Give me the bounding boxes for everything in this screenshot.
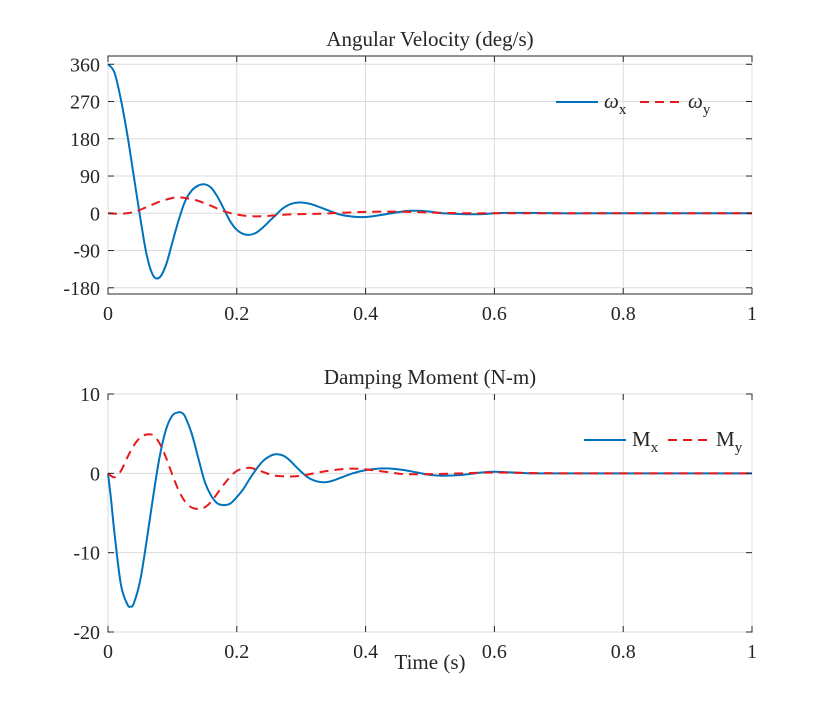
damping-moment-axes-box xyxy=(107,393,753,633)
angular-velocity-xtick-label: 0.2 xyxy=(224,303,249,325)
damping-moment-xtick-label: 0.6 xyxy=(482,641,507,663)
angular-velocity-ytick-label: 360 xyxy=(70,54,100,76)
damping-moment-ytick-label: 10 xyxy=(80,384,100,406)
angular-velocity-ytick-label: -90 xyxy=(73,241,100,263)
damping-moment-xtick-label: 0 xyxy=(103,641,113,663)
damping-moment-xtick-label: 1 xyxy=(747,641,757,663)
damping-moment-plot: 0 0.2 0.4 0.6 0.8 1 -20 -10 0 10 Damping Moment (… xyxy=(73,365,757,674)
angular-velocity-series-y-line xyxy=(107,196,752,218)
angular-velocity-ytick-label: 180 xyxy=(70,129,100,151)
angular-velocity-ytick-label: 90 xyxy=(80,166,100,188)
angular-velocity-ytick-label: -180 xyxy=(63,278,100,300)
damping-moment-ytick-label: -10 xyxy=(73,543,100,565)
angular-velocity-xtick-label: 0 xyxy=(103,303,113,325)
damping-moment-ytick-label: -20 xyxy=(73,622,100,644)
damping-moment-xtick-label: 0.2 xyxy=(224,641,249,663)
angular-velocity-title: Angular Velocity (deg/s) xyxy=(326,27,533,51)
angular-velocity-xtick-label: 1 xyxy=(747,303,757,325)
angular-velocity-xtick-label: 0.4 xyxy=(353,303,378,325)
angular-velocity-xtick-label: 0.8 xyxy=(611,303,636,325)
damping-moment-xtick-label: 0.4 xyxy=(353,641,378,663)
damping-moment-title: Damping Moment (N-m) xyxy=(324,365,536,389)
angular-velocity-ytick-label: 270 xyxy=(70,92,100,114)
angular-velocity-ytick-label: 0 xyxy=(90,203,100,225)
damping-moment-xtick-label: 0.8 xyxy=(611,641,636,663)
angular-velocity-plot: 0 0.2 0.4 0.6 0.8 1 -180 -90 0 90 180 270 360 Angula… xyxy=(63,27,757,325)
damping-moment-ytick-label: 0 xyxy=(90,463,100,485)
x-axis-label: Time (s) xyxy=(395,650,466,674)
angular-velocity-axes-box xyxy=(107,55,753,295)
angular-velocity-xtick-label: 0.6 xyxy=(482,303,507,325)
damping-moment-series-x-line xyxy=(107,411,753,608)
damping-moment-series-y-line xyxy=(107,433,753,511)
